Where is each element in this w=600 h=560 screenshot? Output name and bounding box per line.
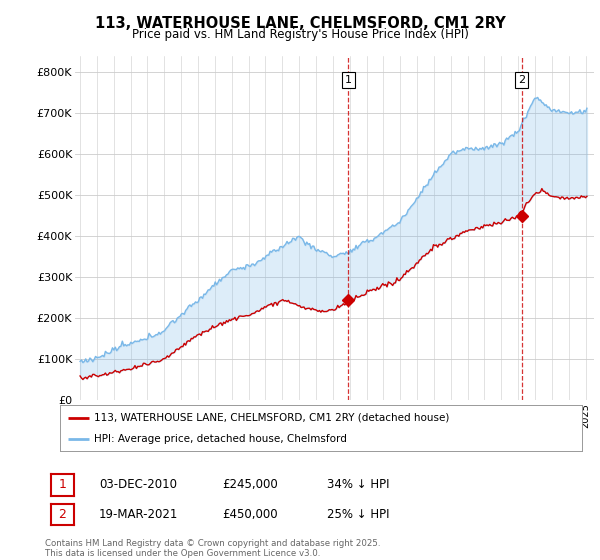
- Text: £450,000: £450,000: [222, 507, 278, 521]
- Text: 03-DEC-2010: 03-DEC-2010: [99, 478, 177, 491]
- Text: 19-MAR-2021: 19-MAR-2021: [99, 507, 178, 521]
- Text: HPI: Average price, detached house, Chelmsford: HPI: Average price, detached house, Chel…: [94, 435, 347, 444]
- Text: £245,000: £245,000: [222, 478, 278, 491]
- Text: 25% ↓ HPI: 25% ↓ HPI: [327, 507, 389, 521]
- Text: 113, WATERHOUSE LANE, CHELMSFORD, CM1 2RY (detached house): 113, WATERHOUSE LANE, CHELMSFORD, CM1 2R…: [94, 413, 449, 423]
- Text: 2: 2: [518, 75, 525, 85]
- Text: Price paid vs. HM Land Registry's House Price Index (HPI): Price paid vs. HM Land Registry's House …: [131, 28, 469, 41]
- Text: 2: 2: [58, 508, 67, 521]
- Text: 1: 1: [58, 478, 67, 492]
- Text: Contains HM Land Registry data © Crown copyright and database right 2025.
This d: Contains HM Land Registry data © Crown c…: [45, 539, 380, 558]
- Text: 113, WATERHOUSE LANE, CHELMSFORD, CM1 2RY: 113, WATERHOUSE LANE, CHELMSFORD, CM1 2R…: [95, 16, 505, 31]
- Text: 1: 1: [345, 75, 352, 85]
- Text: 34% ↓ HPI: 34% ↓ HPI: [327, 478, 389, 491]
